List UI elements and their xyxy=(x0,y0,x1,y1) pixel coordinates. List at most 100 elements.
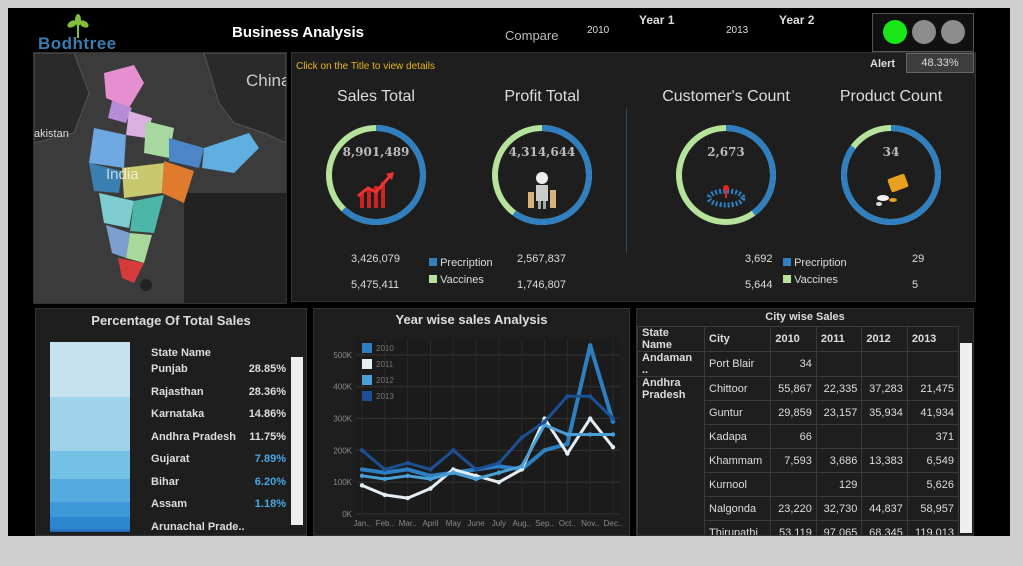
data-point xyxy=(496,460,502,466)
percent-row-state[interactable]: Karnataka xyxy=(151,408,205,420)
table-row[interactable]: Andhra Pradesh Chittoor 55,867 22,335 37,283… xyxy=(637,376,960,535)
kpi-value-0: 8,901,489 xyxy=(342,145,410,159)
map-label-pakistan: akistan xyxy=(34,128,69,140)
table-cell: 34 xyxy=(770,351,817,377)
india-map[interactable]: China akistan India xyxy=(33,52,287,304)
legend-vaccines-0[interactable]: Vaccines xyxy=(429,274,484,286)
percent-bar-segment[interactable] xyxy=(50,528,130,532)
x-tick-label: June xyxy=(467,519,485,528)
data-point xyxy=(610,416,616,421)
table-cell xyxy=(815,351,863,377)
data-point xyxy=(428,467,433,472)
table-cell: 97,065 xyxy=(815,520,863,535)
percent-bar-segment[interactable] xyxy=(50,501,130,517)
column-header[interactable]: State Name xyxy=(637,326,705,352)
x-tick-label: May xyxy=(446,519,461,528)
data-point xyxy=(496,464,502,469)
percent-row-state[interactable]: Punjab xyxy=(151,363,188,375)
data-point xyxy=(451,448,456,453)
table-cell: 7,593 xyxy=(770,448,817,473)
data-point xyxy=(587,343,593,348)
percent-bar-segment[interactable] xyxy=(50,397,130,452)
x-tick-label: Oct.. xyxy=(559,519,576,528)
sprout-icon xyxy=(67,14,89,38)
table-cell xyxy=(861,472,908,497)
legend-swatch-vaccines xyxy=(783,275,791,283)
kpi-title-2[interactable]: Customer's Count xyxy=(662,88,790,105)
column-header[interactable]: City xyxy=(703,326,772,352)
table-row[interactable]: Thirupathi 53,119 97,065 68,345 119,013 xyxy=(638,520,960,535)
legend-swatch-2010 xyxy=(362,343,372,353)
percent-panel-title[interactable]: Percentage Of Total Sales xyxy=(91,313,251,328)
people-crowd-icon xyxy=(706,170,746,210)
table-cell xyxy=(906,351,960,377)
column-header[interactable]: 2012 xyxy=(861,326,908,352)
data-point xyxy=(565,394,570,399)
table-row[interactable]: Guntur 29,859 23,157 35,934 41,934 xyxy=(638,400,960,425)
legend-swatch-2011 xyxy=(362,359,372,369)
percent-row-state[interactable]: Andhra Pradesh xyxy=(151,430,236,443)
table-cell: 21,475 xyxy=(906,376,960,401)
percent-row-state[interactable]: Bihar xyxy=(151,475,180,488)
column-header[interactable]: 2013 xyxy=(906,326,960,352)
city-scrollbar[interactable] xyxy=(960,343,972,533)
column-header[interactable]: 2011 xyxy=(815,326,863,352)
percent-row-state[interactable]: Arunachal Prade.. xyxy=(151,520,245,533)
table-cell: 5,626 xyxy=(906,472,960,497)
percent-bar-segment[interactable] xyxy=(50,531,130,532)
data-point xyxy=(496,479,502,485)
percent-of-total-sales-panel: Percentage Of Total Sales State Name Pun… xyxy=(35,308,307,536)
percent-bar-segment[interactable] xyxy=(50,479,130,502)
green-light-icon[interactable] xyxy=(883,20,907,44)
x-tick-label: Nov.. xyxy=(581,519,599,528)
percent-bar-segment[interactable] xyxy=(50,516,130,529)
legend-precription-1[interactable]: Precription xyxy=(783,257,847,269)
table-cell: 68,345 xyxy=(861,520,908,535)
chart-title[interactable]: Year wise sales Analysis xyxy=(395,312,548,327)
percent-row-state[interactable]: Assam xyxy=(151,498,188,510)
kpi-title-1[interactable]: Profit Total xyxy=(504,88,580,105)
data-point xyxy=(428,473,433,479)
column-header[interactable]: 2010 xyxy=(770,326,817,352)
percent-bar-segment[interactable] xyxy=(50,342,130,398)
kpi-title-0[interactable]: Sales Total xyxy=(337,88,415,105)
kpi-row1-1: 2,567,837 xyxy=(517,253,566,265)
data-point xyxy=(565,441,570,447)
gray-light-icon[interactable] xyxy=(941,20,965,44)
data-point xyxy=(610,444,616,450)
data-point xyxy=(473,467,479,472)
city-panel-title[interactable]: City wise Sales xyxy=(765,311,845,323)
alert-value[interactable]: 48.33% xyxy=(906,53,974,73)
data-point xyxy=(359,448,365,453)
scrollbar[interactable] xyxy=(291,357,303,525)
percent-bar-segment[interactable] xyxy=(50,451,130,480)
percent-row-state[interactable]: Rajasthan xyxy=(151,385,204,398)
data-point xyxy=(587,416,593,421)
table-cell: 3,686 xyxy=(815,448,863,473)
table-row[interactable]: Nalgonda 23,220 32,730 44,837 58,957 xyxy=(638,496,960,521)
kpi-donut-3 xyxy=(841,125,941,225)
year1-value[interactable]: 2010 xyxy=(587,25,610,36)
data-point xyxy=(382,476,388,482)
year2-value[interactable]: 2013 xyxy=(726,25,749,36)
data-point xyxy=(405,460,410,466)
data-point xyxy=(359,483,365,488)
table-row[interactable]: Khammam 7,593 3,686 13,383 6,549 xyxy=(638,448,960,473)
percent-row-value: 11.75% xyxy=(249,430,286,443)
data-point xyxy=(359,473,365,479)
y-tick-label: 200K xyxy=(333,446,352,455)
kpi-title-3[interactable]: Product Count xyxy=(839,88,943,105)
table-cell: Chittoor xyxy=(703,376,772,401)
legend-label-2012: 2012 xyxy=(376,376,394,385)
legend-precription-label: Precription xyxy=(794,257,847,269)
gray-light-icon[interactable] xyxy=(912,20,936,44)
legend-vaccines-1[interactable]: Vaccines xyxy=(783,274,838,286)
data-point xyxy=(519,467,524,472)
table-cell: Kadapa xyxy=(703,424,772,449)
table-row[interactable]: Andaman .. Port Blair 34 xyxy=(637,351,960,377)
percent-row-state[interactable]: Gujarat xyxy=(151,453,190,465)
legend-precription-0[interactable]: Precription xyxy=(429,257,493,269)
table-row[interactable]: Kurnool 129 5,626 xyxy=(638,472,960,497)
table-cell: 22,335 xyxy=(815,376,863,401)
table-cell: 37,283 xyxy=(861,376,908,401)
